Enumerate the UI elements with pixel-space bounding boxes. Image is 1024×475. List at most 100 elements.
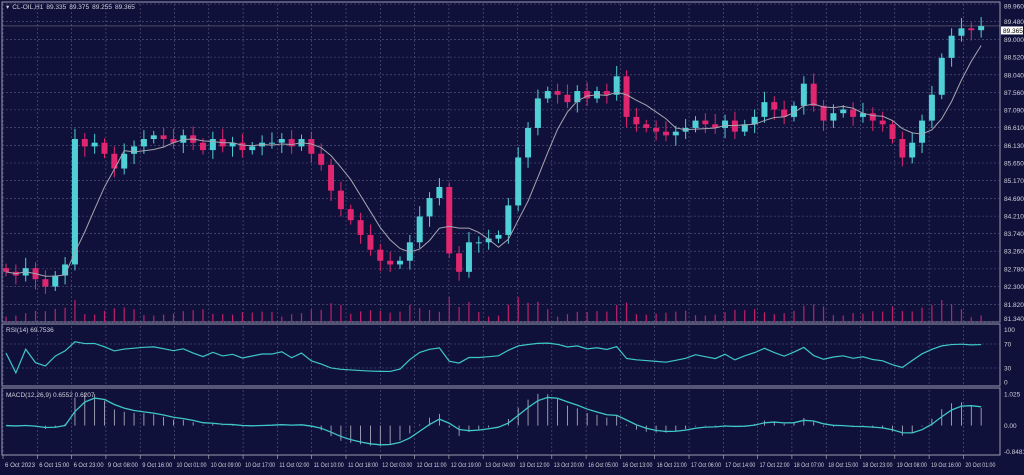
candle-body [869,113,876,121]
time-tick-label: 19 Oct 08:00 [897,462,927,469]
macd-title: MACD(12,26,9) 0.6552 0.6207 [6,392,95,399]
candle-body [633,116,640,125]
candle-body [830,113,837,121]
price-tick-label: 82.300 [1004,284,1024,291]
candle-body [948,35,955,58]
time-tick-label: 9 Oct 08:00 [108,462,138,469]
candle-body [121,153,128,169]
candle-body [160,135,167,140]
time-tick-label: 17 Oct 06:00 [691,462,721,469]
candle-body [978,25,985,31]
macd-tick-label: -0.8481 [1004,449,1024,456]
candle-body [101,142,108,154]
rsi-title: RSI(14) 69.7536 [6,327,54,334]
macd-signal-line [5,396,982,446]
time-tick-label: 10 Oct 01:00 [177,462,207,469]
candle-body [623,76,630,117]
candle-body [672,131,679,136]
time-tick-label: 11 Oct 10:00 [314,462,344,469]
time-tick-label: 11 Oct 02:00 [279,462,309,469]
time-tick-label: 18 Oct 23:00 [863,462,893,469]
candle-body [564,94,571,103]
time-tick-label: 13 Oct 04:00 [485,462,515,469]
price-tick-label: 87.090 [1004,107,1024,114]
price-tick-label: 88.520 [1004,55,1024,62]
time-tick-label: 10 Oct 17:00 [245,462,275,469]
candle-body [643,124,650,128]
candle-body [318,153,325,165]
time-tick-label: 13 Oct 12:00 [520,462,550,469]
high-value: 89.375 [69,4,90,11]
rsi-tick-label: 0 [1004,380,1008,387]
time-tick-label: 6 Oct 2023 [5,462,35,469]
rsi-tick-label: 70 [1004,342,1012,349]
macd-tick-label: 0.00 [1004,423,1017,430]
current-price-label: 89.365 [1003,28,1023,35]
candle-body [416,216,423,243]
candle-body [268,142,275,144]
price-tick-label: 88.040 [1004,72,1024,79]
candle-body [840,109,847,114]
price-tick-label: 89.960 [1004,4,1024,11]
dropdown-triangle-icon[interactable]: ▾ [6,4,10,11]
time-tick-label: 16 Oct 13:00 [622,462,652,469]
candle-body [91,142,98,147]
price-tick-label: 82.780 [1004,266,1024,273]
current-price-box [1001,26,1023,35]
price-tick-label: 83.260 [1004,249,1024,256]
candle-body [662,131,669,136]
open-value: 89.335 [46,4,67,11]
candle-body [761,102,768,117]
price-tick-label: 84.210 [1004,214,1024,221]
time-tick-label: 16 Oct 21:00 [657,462,687,469]
candle-body [140,139,147,147]
price-tick-label: 85.650 [1004,161,1024,168]
candle-body [111,153,118,169]
candle-body [859,113,866,117]
candle-body [791,105,797,117]
candle-body [889,124,896,140]
time-tick-label: 12 Oct 19:00 [451,462,481,469]
time-tick-label: 12 Oct 03:00 [382,462,412,469]
candle-body [800,83,807,106]
close-value: 89.365 [115,4,135,11]
candle-body [485,238,492,243]
time-tick-label: 17 Oct 14:00 [725,462,755,469]
time-tick-label: 6 Oct 15:00 [39,462,69,469]
time-tick-label: 10 Oct 09:00 [211,462,241,469]
candle-body [170,139,177,143]
candle-body [229,142,236,147]
candle-body [909,142,916,158]
time-tick-label: 6 Oct 23:00 [74,462,104,469]
candle-body [308,139,315,154]
time-tick-label: 13 Oct 20:00 [554,462,584,469]
main-panel-frame [1,1,1001,323]
candle-body [554,91,561,95]
price-tick-label: 81.820 [1004,302,1024,309]
candle-body [722,120,729,128]
time-tick-label: 19 Oct 16:00 [931,462,961,469]
candle-body [465,242,472,272]
candle-body [42,279,49,287]
candle-body [584,91,591,99]
moving-average-line [5,45,982,277]
time-tick-label: 18 Oct 07:00 [794,462,824,469]
candle-body [938,57,945,95]
price-tick-label: 84.690 [1004,196,1024,203]
rsi-tick-label: 30 [1004,366,1012,373]
candle-body [731,120,738,132]
candle-body [209,139,216,151]
candle-body [239,142,246,151]
candle-body [751,116,758,125]
candle-body [426,198,433,217]
candle-body [328,164,335,191]
candle-body [544,91,551,99]
price-tick-label: 83.740 [1004,231,1024,238]
candle-body [347,209,354,221]
candle-body [919,120,926,143]
candle-body [781,109,788,117]
candle-body [436,186,443,199]
time-tick-label: 9 Oct 16:00 [142,462,172,469]
candle-body [534,98,541,128]
